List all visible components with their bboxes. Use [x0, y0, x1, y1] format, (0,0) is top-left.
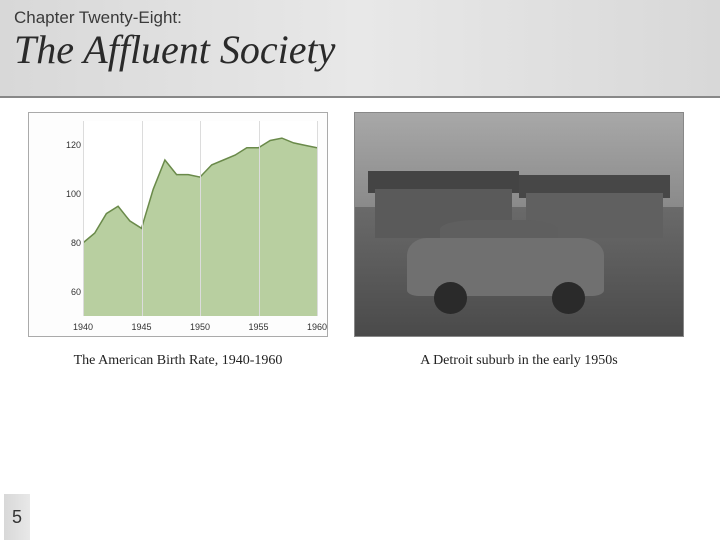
slide-header: Chapter Twenty-Eight: The Affluent Socie… [0, 0, 720, 96]
photo-car-wheel [434, 282, 467, 313]
right-caption: A Detroit suburb in the early 1950s [354, 353, 684, 369]
x-tick-label: 1955 [248, 322, 268, 332]
chapter-label: Chapter Twenty-Eight: [14, 8, 706, 28]
page-number: 5 [4, 494, 30, 540]
left-figure: Births per thousand women 15–44 years ol… [28, 112, 328, 369]
y-tick-label: 120 [63, 140, 81, 150]
left-caption: The American Birth Rate, 1940-1960 [28, 353, 328, 369]
right-figure: A Detroit suburb in the early 1950s [354, 112, 684, 369]
x-tick-label: 1950 [190, 322, 210, 332]
birth-rate-chart: Births per thousand women 15–44 years ol… [28, 112, 328, 337]
chart-plot-area [83, 121, 317, 316]
gridline-vertical [200, 121, 201, 316]
slide-title: The Affluent Society [14, 26, 706, 73]
y-tick-label: 100 [63, 189, 81, 199]
y-tick-label: 80 [63, 238, 81, 248]
x-tick-label: 1940 [73, 322, 93, 332]
content-area: Births per thousand women 15–44 years ol… [28, 112, 692, 369]
suburb-photo [354, 112, 684, 337]
gridline-vertical [83, 121, 84, 316]
gridline-vertical [142, 121, 143, 316]
y-tick-label: 60 [63, 287, 81, 297]
gridline-vertical [259, 121, 260, 316]
photo-car-wheel [552, 282, 585, 313]
header-divider [0, 96, 720, 98]
figure-row: Births per thousand women 15–44 years ol… [28, 112, 692, 369]
gridline-vertical [317, 121, 318, 316]
x-tick-label: 1945 [131, 322, 151, 332]
x-tick-label: 1960 [307, 322, 327, 332]
